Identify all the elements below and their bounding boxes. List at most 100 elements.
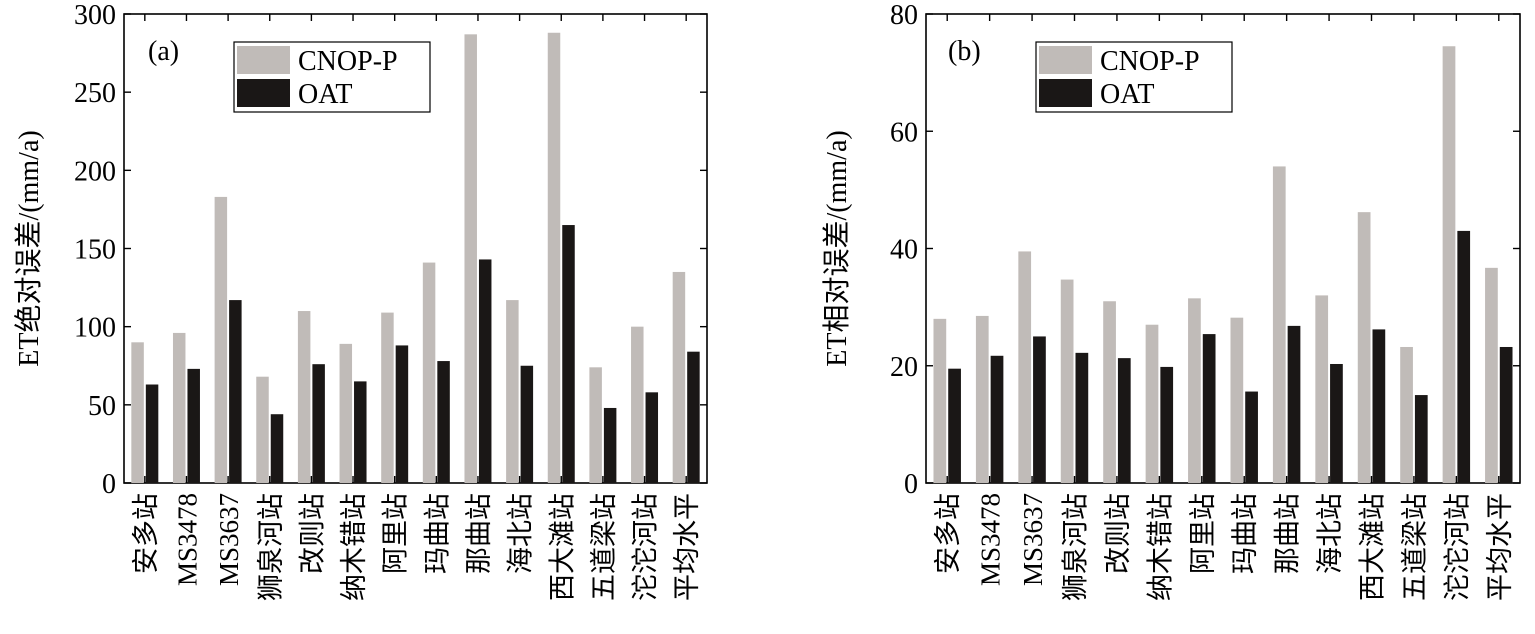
bar-oat [1457, 230, 1471, 483]
x-tick-label: MS3637 [1018, 493, 1048, 586]
bar-cnop-p [1357, 212, 1371, 483]
x-tick-label: 海北站 [1315, 493, 1345, 574]
legend-swatch [1039, 46, 1092, 74]
bar-cnop-p [1018, 251, 1032, 483]
bar-oat [437, 361, 450, 483]
bar-cnop-p [547, 32, 561, 483]
bar-oat [562, 225, 575, 484]
bar-oat [1330, 363, 1343, 483]
x-tick-label: 五道梁站 [589, 493, 619, 601]
y-axis-title: ET相对误差/(mm/a) [821, 130, 853, 366]
legend-label: CNOP-P [1100, 46, 1200, 77]
bar-oat [270, 414, 284, 483]
bar-oat [354, 381, 367, 483]
y-tick-label: 20 [890, 352, 918, 383]
x-tick-label: 玛曲站 [1230, 493, 1260, 574]
x-tick-label: 玛曲站 [422, 493, 452, 574]
legend-swatch [237, 46, 290, 74]
x-tick-label: 改则站 [297, 493, 327, 574]
y-tick-label: 60 [890, 117, 918, 148]
panel-label: (a) [148, 36, 179, 67]
bar-cnop-p [297, 311, 311, 483]
x-tick-label: 西大滩站 [1358, 493, 1388, 601]
legend-swatch [237, 79, 290, 107]
y-tick-label: 80 [890, 0, 918, 31]
x-tick-label: 平均水平 [672, 493, 702, 601]
y-tick-label: 0 [102, 469, 116, 500]
x-tick-label: 阿里站 [1188, 493, 1218, 574]
bar-cnop-p [1103, 301, 1116, 483]
bar-cnop-p [506, 300, 519, 483]
bar-cnop-p [214, 196, 228, 483]
bar-oat [1160, 366, 1174, 483]
bar-oat [1075, 352, 1089, 483]
y-tick-label: 250 [74, 78, 116, 109]
bar-oat [1117, 358, 1131, 483]
bar-oat [1372, 329, 1386, 483]
bar-cnop-p [1442, 46, 1456, 484]
x-tick-label: 安多站 [933, 493, 963, 574]
x-tick-label: 狮泉河站 [256, 493, 286, 601]
bar-oat [520, 365, 534, 483]
bar-oat [1202, 334, 1216, 483]
x-tick-label: 狮泉河站 [1061, 493, 1091, 601]
bar-oat [1499, 346, 1513, 483]
bar-cnop-p [464, 34, 477, 483]
bar-oat [1414, 395, 1428, 483]
bar-cnop-p [1485, 267, 1498, 483]
x-tick-label: 五道梁站 [1400, 493, 1430, 601]
y-tick-label: 200 [74, 156, 116, 187]
x-tick-label: 改则站 [1103, 493, 1133, 574]
y-tick-label: 100 [74, 313, 116, 344]
bar-oat [1245, 391, 1258, 483]
x-tick-label: MS3637 [214, 493, 244, 586]
bar-oat [312, 364, 325, 483]
bar-cnop-p [1315, 295, 1329, 483]
x-tick-label: 平均水平 [1485, 493, 1515, 601]
bar-cnop-p [131, 342, 144, 483]
y-tick-label: 0 [904, 469, 918, 500]
x-tick-label: 那曲站 [1273, 493, 1303, 574]
bar-oat [395, 345, 409, 483]
bar-oat [603, 407, 617, 483]
y-tick-label: 40 [890, 235, 918, 266]
bar-cnop-p [1272, 166, 1286, 484]
x-tick-label: MS3478 [172, 493, 202, 586]
x-tick-label: 西大滩站 [547, 493, 577, 601]
y-tick-label: 300 [74, 0, 116, 31]
chart-panel-b: 0 20 40 60 80 安多站 MS3478 MS3637 狮泉河站 改则站 纳木错站 阿里站 玛曲… [821, 0, 1521, 601]
legend-label: OAT [1100, 79, 1154, 110]
bar-cnop-p [672, 271, 686, 483]
bar-oat [990, 355, 1004, 483]
legend-label: CNOP-P [298, 46, 398, 77]
x-tick-label: 沱沱河站 [1442, 493, 1472, 601]
bar-cnop-p [1188, 298, 1201, 483]
bar-cnop-p [381, 312, 394, 483]
y-tick-label: 150 [74, 235, 116, 266]
chart-panel-a: 0 50 100 150 200 250 300 安多站 MS3478 MS3637 狮泉河站 改则站… [13, 0, 708, 601]
legend-swatch [1039, 79, 1092, 107]
bar-cnop-p [422, 262, 436, 483]
bar-cnop-p [256, 376, 269, 483]
bar-oat [948, 368, 961, 483]
bar-oat [229, 300, 242, 483]
bar-oat [1033, 336, 1046, 483]
bar-cnop-p [1400, 346, 1413, 483]
bar-oat [645, 392, 659, 483]
bar-cnop-p [631, 326, 644, 483]
bar-oat [187, 368, 200, 483]
x-tick-label: 那曲站 [464, 493, 494, 574]
bar-oat [687, 351, 700, 483]
x-tick-label: 沱沱河站 [631, 493, 661, 601]
bar-cnop-p [933, 318, 947, 483]
bar-cnop-p [1145, 324, 1159, 483]
y-tick-label: 50 [88, 391, 116, 422]
bar-cnop-p [172, 332, 186, 483]
bar-cnop-p [339, 343, 353, 483]
x-tick-label: 阿里站 [381, 493, 411, 574]
x-tick-label: 海北站 [506, 493, 536, 574]
bar-cnop-p [1230, 317, 1244, 483]
